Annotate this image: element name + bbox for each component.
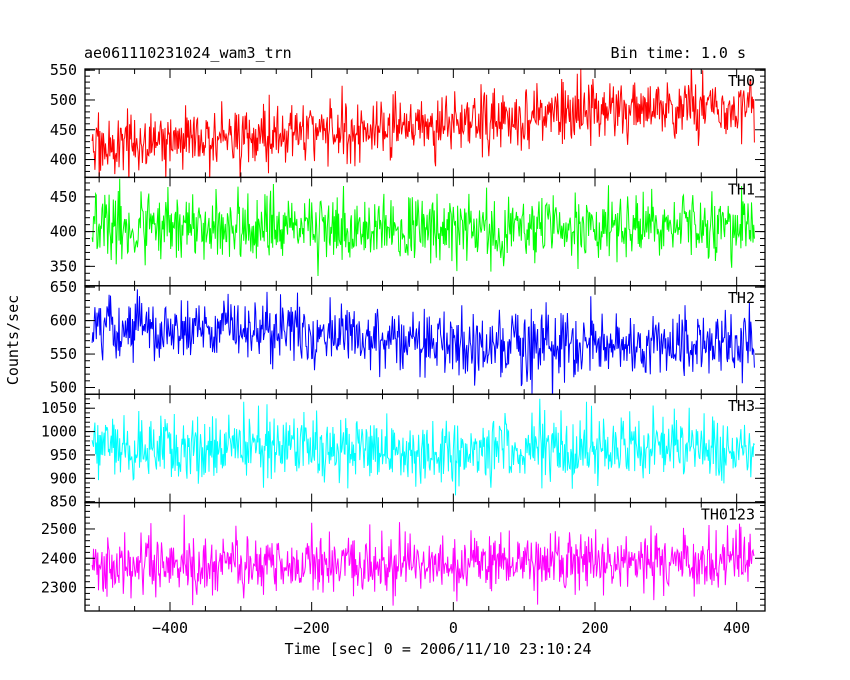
y-tick-label-th0-500: 500 xyxy=(50,91,77,109)
y-tick-label-th3-1050: 1050 xyxy=(41,399,77,417)
y-tick-label-th2-500: 500 xyxy=(50,379,77,397)
series-line-th2 xyxy=(91,289,755,395)
series-line-th0123 xyxy=(91,514,755,606)
y-tick-label-th2-550: 550 xyxy=(50,345,77,363)
chart-title-left: ae061110231024_wam3_trn xyxy=(84,44,292,62)
panel-label-th2: TH2 xyxy=(728,289,755,307)
y-tick-label-th3-900: 900 xyxy=(50,469,77,487)
y-tick-label-th3-850: 850 xyxy=(50,493,77,511)
y-tick-label-th3-1000: 1000 xyxy=(41,423,77,441)
y-tick-label-th2-600: 600 xyxy=(50,312,77,330)
y-tick-label-th0-450: 450 xyxy=(50,121,77,139)
bin-time-label: Bin time: 1.0 s xyxy=(610,44,746,62)
y-tick-label-th0123-2500: 2500 xyxy=(41,520,77,538)
x-tick-label-400: 400 xyxy=(723,619,750,637)
x-tick-label-200: 200 xyxy=(581,619,608,637)
x-axis-title: Time [sec] 0 = 2006/11/10 23:10:24 xyxy=(284,640,592,658)
panel-label-th0: TH0 xyxy=(728,72,755,90)
y-tick-label-th1-400: 400 xyxy=(50,223,77,241)
y-tick-label-th0-550: 550 xyxy=(50,61,77,79)
y-axis-title: Counts/sec xyxy=(4,295,22,385)
y-tick-label-th1-450: 450 xyxy=(50,188,77,206)
panel-label-th3: TH3 xyxy=(728,397,755,415)
series-line-th1 xyxy=(91,178,755,277)
series-line-th0 xyxy=(91,69,755,178)
panel-label-th1: TH1 xyxy=(728,180,755,198)
x-tick-label--200: −200 xyxy=(294,619,330,637)
x-tick-label--400: −400 xyxy=(152,619,188,637)
x-tick-label-0: 0 xyxy=(449,619,458,637)
y-tick-label-th2-650: 650 xyxy=(50,278,77,296)
panel-frame-th0123 xyxy=(84,501,766,612)
y-tick-label-th0-400: 400 xyxy=(50,151,77,169)
y-tick-label-th1-350: 350 xyxy=(50,257,77,275)
y-tick-label-th3-950: 950 xyxy=(50,446,77,464)
y-tick-label-th0123-2300: 2300 xyxy=(41,579,77,597)
series-line-th3 xyxy=(91,398,755,496)
panel-label-th0123: TH0123 xyxy=(701,506,755,524)
y-tick-label-th0123-2400: 2400 xyxy=(41,549,77,567)
